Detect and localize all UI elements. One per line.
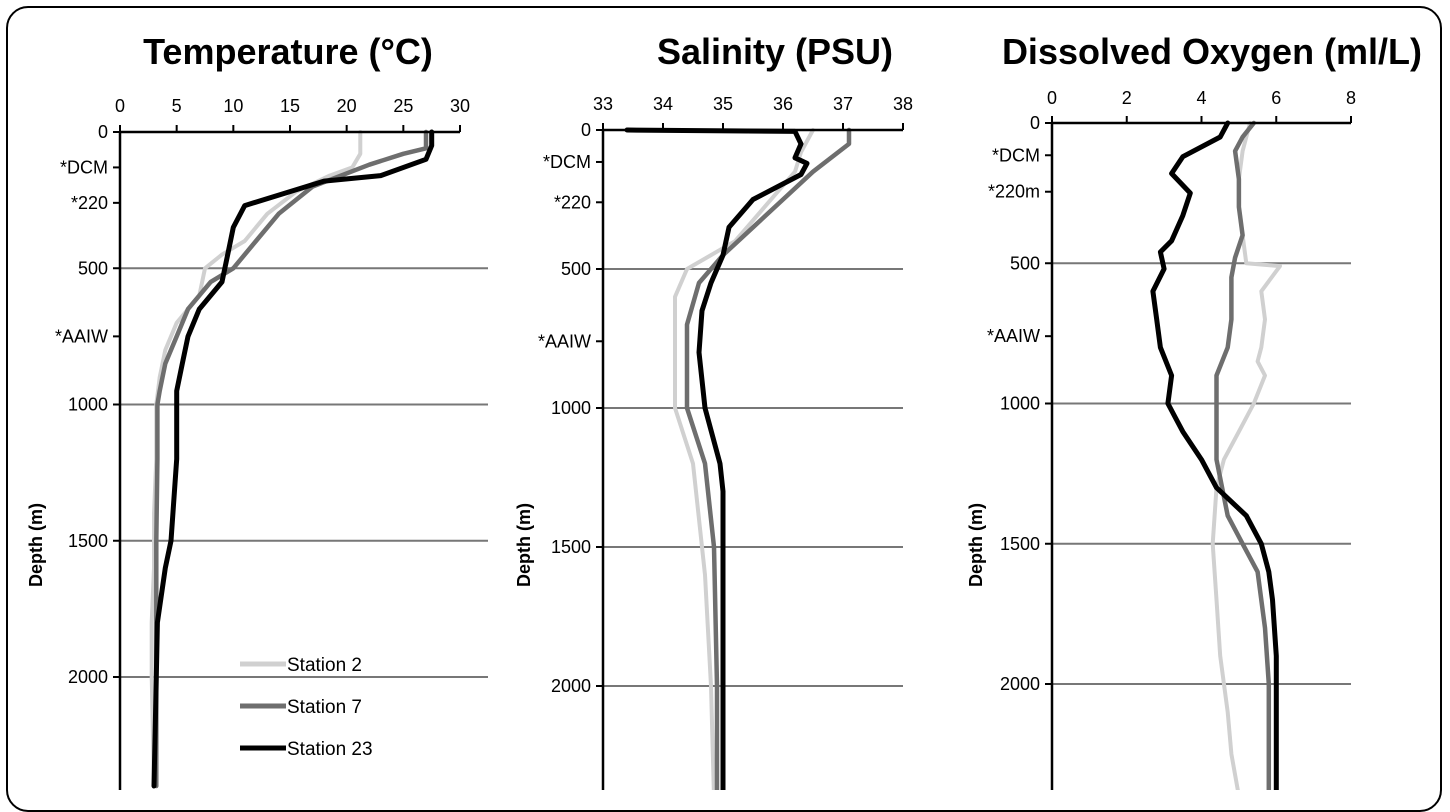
series-line-station-7 <box>1214 120 1272 790</box>
x-tick-label: 35 <box>713 94 733 114</box>
chart-title: Dissolved Oxygen (ml/L) <box>1002 31 1422 72</box>
series-line-station-2 <box>149 130 363 788</box>
series-line-station-23 <box>1150 120 1279 790</box>
x-tick-label: 0 <box>115 96 125 116</box>
y-tick-label: 1000 <box>551 398 591 418</box>
y-tick-label: 2000 <box>68 667 108 687</box>
x-tick-label: 34 <box>653 94 673 114</box>
y-axis-label: Depth (m) <box>26 503 46 587</box>
x-tick-label: 8 <box>1346 88 1356 108</box>
y-axis-label: Depth (m) <box>514 503 534 587</box>
x-tick-label: 37 <box>833 94 853 114</box>
series-line-station-2 <box>673 128 815 790</box>
y-tick-label: 1500 <box>1000 534 1040 554</box>
chart-title: Salinity (PSU) <box>657 31 893 72</box>
y-tick-label: 0 <box>98 122 108 142</box>
y-tick-label: 1500 <box>551 537 591 557</box>
annotation-label: *DCM <box>60 157 108 177</box>
x-tick-label: 38 <box>893 94 913 114</box>
x-tick-label: 30 <box>450 96 470 116</box>
figure-canvas: Temperature (°C)0 5 10 15 20 25 30050010001500… <box>26 31 1422 790</box>
y-tick-label: 1000 <box>68 395 108 415</box>
annotation-label: *220 <box>71 193 108 213</box>
chart-panel-2: Salinity (PSU) 33 34 35 36 37 38 0 500 1000 1500 20… <box>514 31 913 790</box>
annotation-label: *AAIW <box>538 331 591 351</box>
y-tick-label: 1500 <box>68 531 108 551</box>
y-axis-label: Depth (m) <box>966 503 986 587</box>
chart-panel-3: Dissolved Oxygen (ml/L) 0 2 4 6 8 0 500 1000 1500… <box>966 31 1422 790</box>
series-line-station-7 <box>154 129 429 789</box>
x-tick-label: 5 <box>172 96 182 116</box>
x-tick-label: 20 <box>337 96 357 116</box>
chart-title: Temperature (°C) <box>143 31 433 72</box>
annotation-label: *220m <box>988 182 1040 202</box>
annotation-label: *DCM <box>543 152 591 172</box>
y-tick-label: 0 <box>581 120 591 140</box>
y-tick-label: 500 <box>561 259 591 279</box>
series-line-station-7 <box>684 127 852 790</box>
x-tick-label: 36 <box>773 94 793 114</box>
x-tick-label: 2 <box>1122 88 1132 108</box>
series-line-station-23 <box>624 127 810 790</box>
y-tick-label: 1000 <box>1000 394 1040 414</box>
y-tick-label: 2000 <box>551 676 591 696</box>
y-tick-label: 500 <box>78 258 108 278</box>
x-tick-label: 25 <box>393 96 413 116</box>
annotation-label: *220 <box>554 192 591 212</box>
legend-item: Station 23 <box>287 739 373 760</box>
legend-item: Station 7 <box>287 697 362 718</box>
y-tick-label: 0 <box>1030 113 1040 133</box>
annotation-label: *DCM <box>992 145 1040 165</box>
series-line-station-23 <box>151 129 435 789</box>
x-tick-label: 0 <box>1047 88 1057 108</box>
y-tick-label: 500 <box>1010 253 1040 273</box>
x-tick-label: 10 <box>223 96 243 116</box>
x-tick-label: 6 <box>1271 88 1281 108</box>
legend: Station 2 Station 7 Station 23 <box>240 655 373 760</box>
annotation-label: *AAIW <box>987 326 1040 346</box>
legend-item: Station 2 <box>287 655 362 676</box>
x-tick-label: 4 <box>1196 88 1206 108</box>
x-tick-label: 33 <box>593 94 613 114</box>
chart-panel-1: Temperature (°C) 0 5 10 15 20 25 30 0 500 1000 1500… <box>26 31 488 790</box>
x-tick-label: 15 <box>280 96 300 116</box>
annotation-label: *AAIW <box>55 326 108 346</box>
y-tick-label: 2000 <box>1000 674 1040 694</box>
